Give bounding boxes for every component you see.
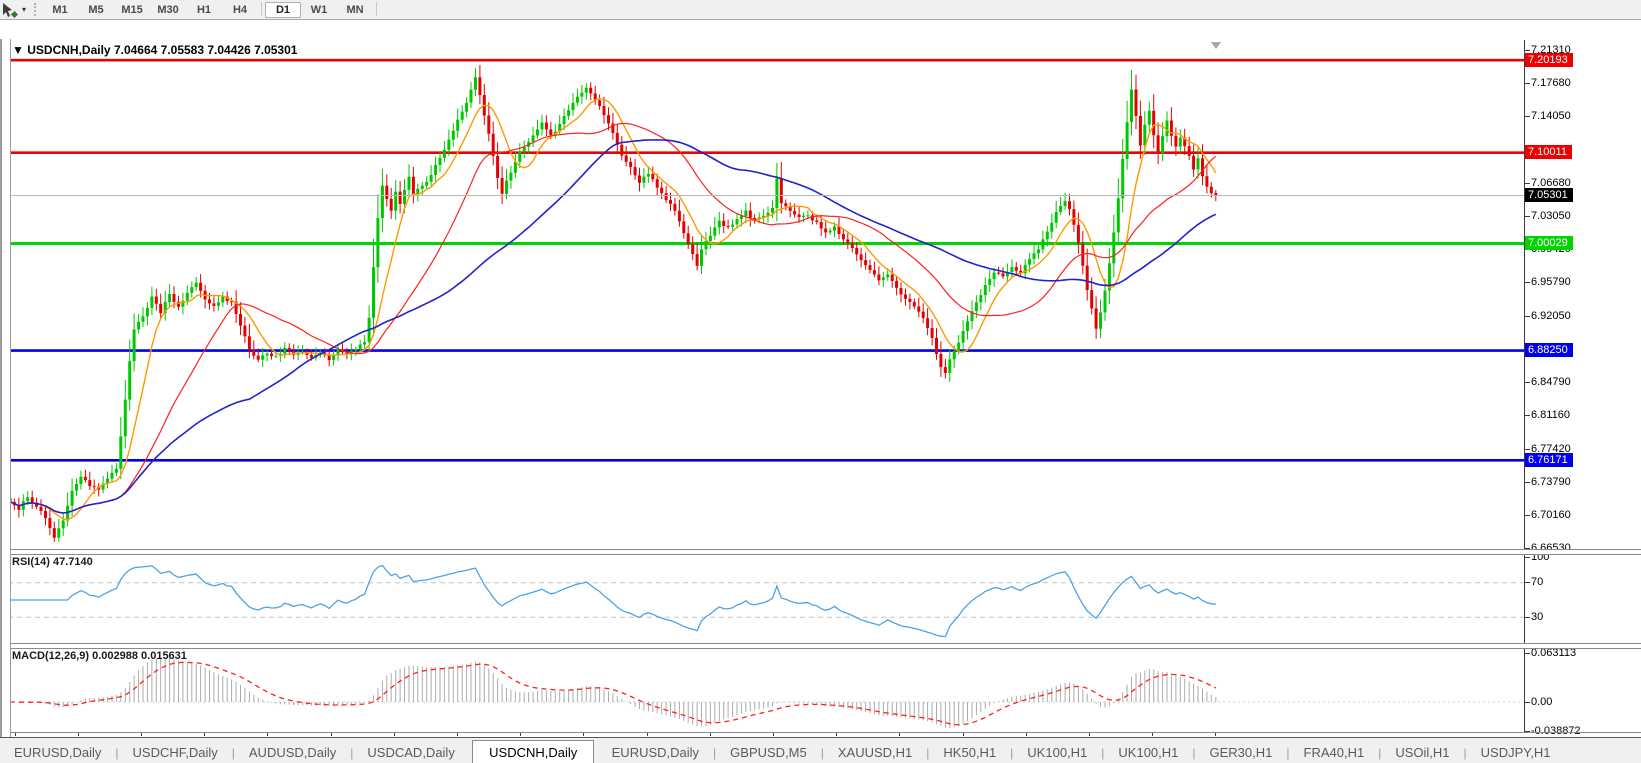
tab-usoil-h1[interactable]: USOil,H1 (1395, 745, 1450, 760)
tab-uk100-h1[interactable]: UK100,H1 (1118, 745, 1179, 760)
tab-xauusd-h1[interactable]: XAUUSD,H1 (837, 745, 913, 760)
tab-separator: | (713, 746, 717, 760)
tab-usdcad-daily[interactable]: USDCAD,Daily (367, 745, 455, 760)
tab-ger30-h1[interactable]: GER30,H1 (1209, 745, 1273, 760)
tab-separator: | (926, 746, 930, 760)
tab-separator: | (115, 746, 119, 760)
price-chart-canvas[interactable] (0, 20, 1641, 763)
macd-indicator-label: MACD(12,26,9) 0.002988 0.015631 (12, 650, 187, 662)
bottom-tab-bar: EURUSD,Daily | USDCHF,Daily | AUDUSD,Daily | U… (0, 737, 1641, 763)
macd-tick--0.038872: -0.038872 (1531, 725, 1581, 737)
chart-quote-values: 7.04664 7.05583 7.04426 7.05301 (113, 43, 298, 57)
toolbar-grip[interactable] (34, 3, 37, 16)
tab-gbpusd-m5[interactable]: GBPUSD,M5 (730, 745, 807, 760)
tab-separator: | (1286, 746, 1290, 760)
price-tag-7.00029: 7.00029 (1525, 236, 1573, 250)
timeframe-buttons: M1 M5 M15 M30 H1 H4 D1 W1 MN (42, 1, 380, 18)
timeframe-toolbar: ▾ M1 M5 M15 M30 H1 H4 D1 W1 MN (0, 0, 1641, 20)
price-tag-7.20193: 7.20193 (1525, 53, 1573, 67)
tab-separator: | (1101, 746, 1105, 760)
cursor-tool-icon[interactable] (1, 2, 21, 18)
price-tag-6.88250: 6.88250 (1525, 343, 1573, 357)
tab-separator: | (1010, 746, 1014, 760)
timeframe-button-m30[interactable]: M30 (157, 3, 179, 16)
timeframe-button-d1[interactable]: D1 (265, 1, 302, 18)
rsi-tick-30: 30 (1531, 611, 1544, 623)
price-tag-7.05301: 7.05301 (1525, 188, 1573, 202)
tab-fra40-h1[interactable]: FRA40,H1 (1303, 745, 1365, 760)
tab-uk100-h1[interactable]: UK100,H1 (1027, 745, 1088, 760)
macd-panel-splitter[interactable] (0, 643, 1641, 649)
macd-tick-0.063113: 0.063113 (1531, 647, 1577, 659)
price-tick-7.17680: 7.17680 (1531, 77, 1571, 89)
timeframe-button-mn[interactable]: MN (346, 3, 364, 16)
chart-window: ▼ USDCNH,Daily 7.04664 7.05583 7.04426 7… (0, 19, 1641, 763)
price-tick-6.70160: 6.70160 (1531, 509, 1571, 521)
price-tick-7.06680: 7.06680 (1531, 177, 1571, 189)
price-tick-6.77420: 6.77420 (1531, 443, 1571, 455)
tab-hk50-h1[interactable]: HK50,H1 (943, 745, 997, 760)
tab-separator: | (350, 746, 354, 760)
tab-separator: | (1192, 746, 1196, 760)
rsi-tick-70: 70 (1531, 576, 1544, 588)
price-tag-6.76171: 6.76171 (1525, 453, 1573, 467)
tab-eurusd-daily[interactable]: EURUSD,Daily (14, 745, 102, 760)
macd-signal-line (10, 661, 1217, 726)
tab-eurusd-daily[interactable]: EURUSD,Daily (611, 745, 700, 760)
rsi-indicator-label: RSI(14) 47.7140 (12, 556, 93, 568)
timeframe-button-h1[interactable]: H1 (196, 3, 212, 16)
price-tick-6.92050: 6.92050 (1531, 310, 1571, 322)
timeframe-button-m1[interactable]: M1 (52, 3, 68, 16)
date-axis-border (0, 732, 1641, 733)
tab-usdcnh-daily[interactable]: USDCNH,Daily (472, 740, 595, 763)
timeframe-button-m5[interactable]: M5 (88, 3, 104, 16)
tab-separator: | (1463, 746, 1467, 760)
timeframe-button-w1[interactable]: W1 (310, 3, 328, 16)
timeframe-button-h4[interactable]: H4 (232, 3, 248, 16)
tab-separator: | (820, 746, 824, 760)
price-tag-7.10011: 7.10011 (1525, 145, 1572, 159)
price-tick-6.73790: 6.73790 (1531, 476, 1571, 488)
rsi-panel-splitter[interactable] (0, 549, 1641, 555)
tab-usdchf-daily[interactable]: USDCHF,Daily (132, 745, 218, 760)
price-tick-6.81160: 6.81160 (1531, 409, 1570, 421)
price-tick-7.14050: 7.14050 (1531, 110, 1571, 122)
ma-mid-line (9, 122, 1217, 514)
price-tick-7.03050: 7.03050 (1531, 210, 1571, 222)
window-left-edge (0, 39, 11, 763)
tab-usdjpy-h1[interactable]: USDJPY,H1 (1480, 745, 1551, 760)
ma-slow-line (9, 139, 1217, 514)
tab-audusd-daily[interactable]: AUDUSD,Daily (248, 745, 337, 760)
chart-title: ▼ USDCNH,Daily 7.04664 7.05583 7.04426 7… (12, 43, 297, 57)
timeframe-button-m15[interactable]: M15 (121, 3, 143, 16)
rsi-line (10, 564, 1216, 638)
tab-separator: | (231, 746, 235, 760)
price-tick-6.95790: 6.95790 (1531, 276, 1571, 288)
tab-separator: | (1378, 746, 1382, 760)
tool-dropdown-caret-icon[interactable]: ▾ (22, 5, 27, 14)
macd-tick-0.00: 0.00 (1531, 696, 1553, 708)
price-tick-6.84790: 6.84790 (1531, 376, 1571, 388)
chart-shift-marker-icon[interactable] (1211, 42, 1221, 49)
chart-symbol-label: USDCNH,Daily (27, 43, 111, 57)
chart-menu-caret-icon[interactable]: ▼ (12, 43, 24, 57)
price-axis-line (1524, 40, 1525, 732)
ma-fast-line (9, 97, 1217, 521)
